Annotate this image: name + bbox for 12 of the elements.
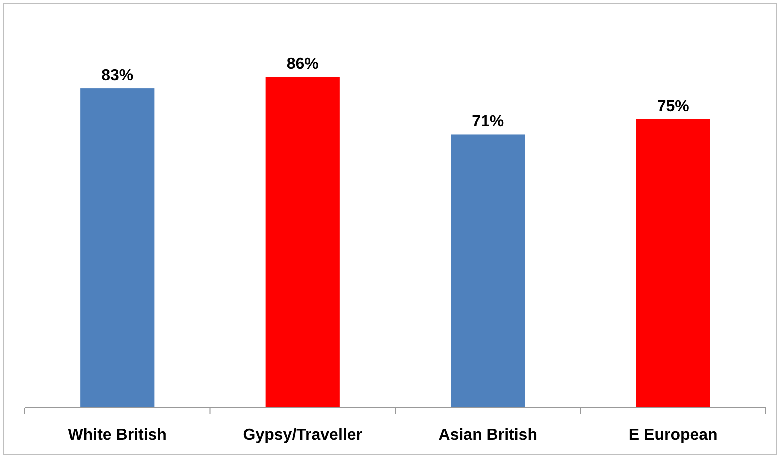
x-tick-label: Gypsy/Traveller bbox=[243, 427, 362, 444]
data-label: 86% bbox=[286, 56, 319, 73]
bar bbox=[266, 77, 340, 408]
x-tick-label: White British bbox=[68, 427, 167, 444]
bar bbox=[451, 134, 526, 408]
bar bbox=[80, 88, 155, 408]
data-label: 83% bbox=[102, 68, 134, 85]
bar bbox=[636, 119, 710, 408]
data-label: 75% bbox=[657, 98, 690, 116]
x-tick-label: E European bbox=[628, 427, 718, 444]
x-tick-label: Asian British bbox=[438, 427, 538, 444]
data-label: 71% bbox=[472, 114, 504, 131]
